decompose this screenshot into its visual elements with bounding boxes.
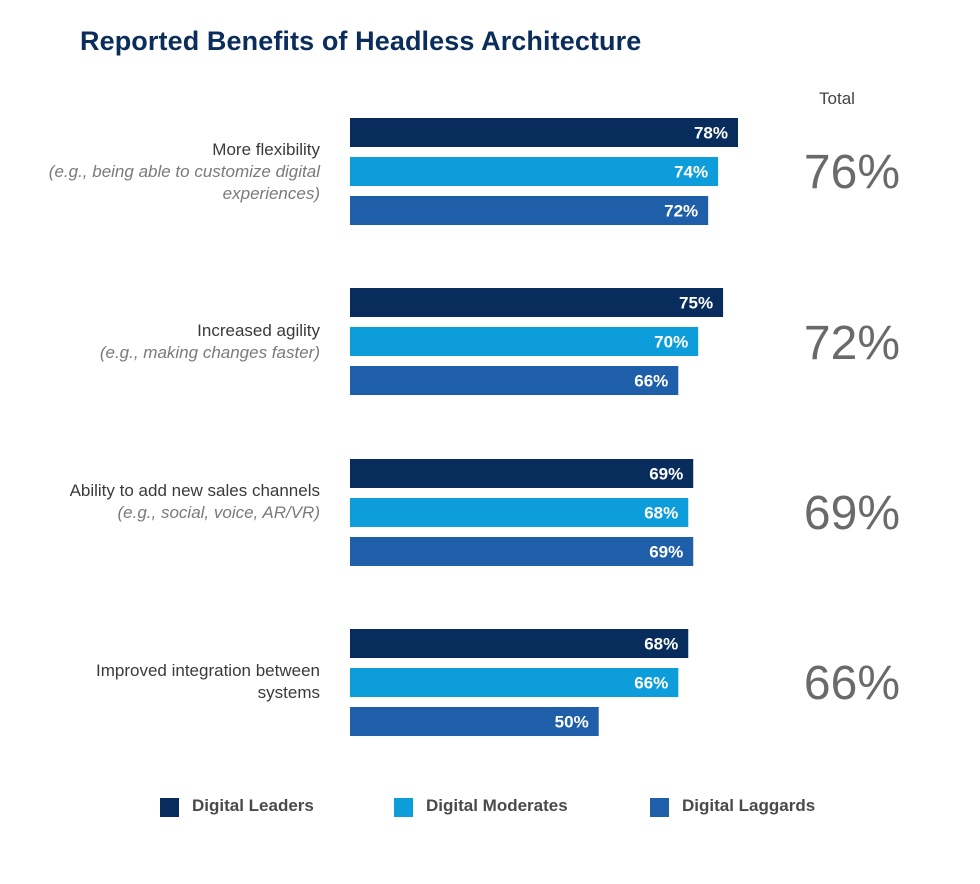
category-label-sales-channels: Ability to add new sales channels (e.g.,… [40, 480, 320, 524]
bar-flexibility-digital-leaders [350, 118, 738, 147]
total-value-integration: 66% [803, 657, 900, 710]
category-name: More flexibility [212, 140, 320, 159]
bar-sales-channels-digital-moderates [350, 498, 689, 527]
category-note: (e.g., being able to customize digital e… [48, 162, 320, 203]
chart-title: Reported Benefits of Headless Architectu… [80, 26, 642, 56]
legend-swatch [650, 798, 669, 817]
category-note: (e.g., social, voice, AR/VR) [117, 503, 321, 522]
category-label-flexibility: More flexibility (e.g., being able to cu… [40, 139, 320, 205]
bar-sales-channels-digital-laggards [350, 537, 694, 566]
bar-integration-digital-laggards [350, 707, 599, 736]
data-label-sales-channels-digital-moderates: 68% [644, 504, 678, 523]
bar-integration-digital-moderates [350, 668, 679, 697]
bar-integration-digital-leaders [350, 629, 689, 658]
data-label-agility-digital-moderates: 70% [654, 333, 688, 352]
data-label-integration-digital-laggards: 50% [555, 713, 589, 732]
legend-swatch [394, 798, 413, 817]
data-label-flexibility-digital-laggards: 72% [664, 202, 698, 221]
total-value-flexibility: 76% [803, 146, 900, 199]
data-label-agility-digital-laggards: 66% [634, 372, 668, 391]
bar-flexibility-digital-moderates [350, 157, 719, 186]
data-label-sales-channels-digital-leaders: 69% [649, 465, 683, 484]
total-column-header: Total [819, 89, 855, 108]
data-label-sales-channels-digital-laggards: 69% [649, 543, 683, 562]
category-note: (e.g., making changes faster) [99, 343, 320, 362]
data-label-agility-digital-leaders: 75% [679, 294, 713, 313]
bar-flexibility-digital-laggards [350, 196, 709, 225]
category-name: Increased agility [197, 321, 320, 340]
legend-label: Digital Laggards [682, 796, 816, 815]
total-value-agility: 72% [803, 317, 900, 370]
category-name: Improved integration between systems [96, 661, 320, 702]
legend: Digital Leaders Digital Moderates Digita… [0, 795, 980, 825]
legend-swatch [160, 798, 179, 817]
data-label-flexibility-digital-moderates: 74% [674, 163, 708, 182]
legend-label: Digital Moderates [426, 796, 568, 815]
data-label-flexibility-digital-leaders: 78% [694, 124, 728, 143]
legend-label: Digital Leaders [192, 796, 314, 815]
bar-agility-digital-leaders [350, 288, 724, 317]
category-name: Ability to add new sales channels [69, 481, 320, 500]
bar-agility-digital-moderates [350, 327, 699, 356]
category-label-agility: Increased agility (e.g., making changes … [40, 320, 320, 364]
bar-sales-channels-digital-leaders [350, 459, 694, 488]
data-label-integration-digital-moderates: 66% [634, 674, 668, 693]
bar-agility-digital-laggards [350, 366, 679, 395]
data-label-integration-digital-leaders: 68% [644, 635, 678, 654]
category-label-integration: Improved integration between systems [40, 660, 320, 704]
total-value-sales-channels: 69% [803, 487, 900, 540]
